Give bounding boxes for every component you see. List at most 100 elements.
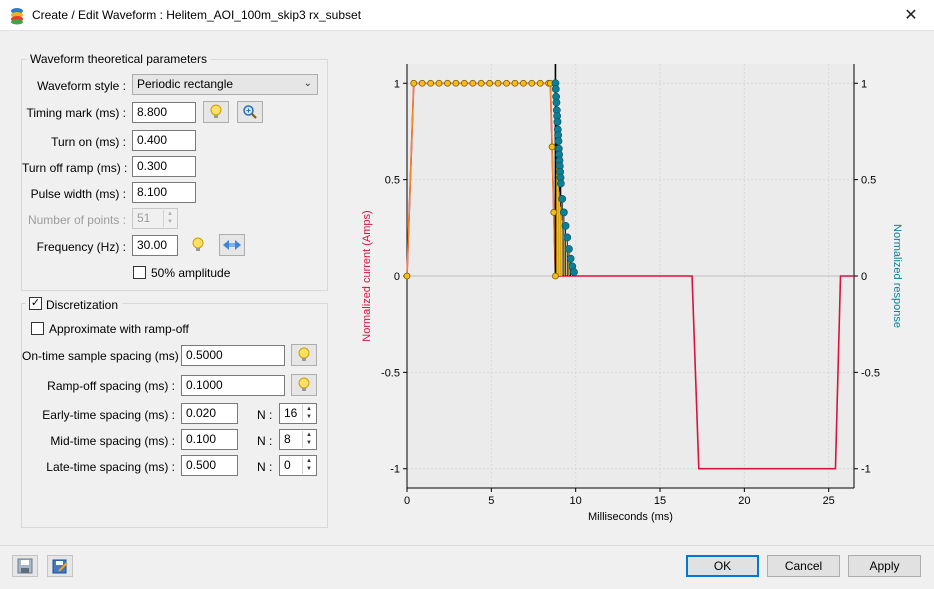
mid-n-input[interactable]: 8 ▲ ▼ (279, 429, 317, 450)
save-edit-icon (52, 559, 68, 574)
response-sample-point (551, 85, 560, 93)
approx-rampoff-checkbox[interactable] (31, 322, 44, 335)
late-time-label: Late-time spacing (ms) : (46, 460, 175, 474)
x-tick-label: 20 (738, 495, 750, 507)
half-amplitude-checkbox[interactable] (133, 266, 146, 279)
on-time-sample-point (403, 272, 411, 280)
pulse-width-input[interactable]: 8.100 (132, 182, 196, 203)
response-sample-point (570, 268, 578, 277)
save-edit-button[interactable] (47, 555, 73, 577)
on-time-sample-point (503, 79, 510, 87)
on-time-sample-point (486, 79, 494, 87)
on-time-sample-point (427, 79, 435, 87)
y-tick-label-right: 1 (861, 78, 867, 90)
turn-on-label: Turn on (ms) : (51, 135, 126, 149)
on-time-sample-point (494, 79, 502, 87)
zoom-icon (243, 105, 257, 119)
timing-suggest-button[interactable] (203, 101, 229, 123)
early-time-label: Early-time spacing (ms) : (42, 408, 175, 422)
response-sample-point (565, 245, 573, 253)
app-icon (11, 8, 23, 25)
mid-time-input[interactable]: 0.100 (181, 429, 238, 450)
on-time-sample-point (548, 143, 556, 151)
num-points-input: 51 ▲ ▼ (132, 208, 178, 229)
y-tick-label-right: 0.5 (861, 175, 876, 187)
on-time-sample-point (552, 272, 559, 280)
pulse-width-label: Pulse width (ms) : (30, 187, 126, 201)
ramp-off-suggest-button[interactable] (291, 374, 317, 396)
y-tick-label-left: 0.5 (385, 175, 400, 187)
response-sample-point (566, 254, 575, 263)
close-button[interactable]: ✕ (904, 7, 918, 24)
window-title: Create / Edit Waveform : Helitem_AOI_100… (32, 8, 362, 22)
waveform-chart: 0 5 10 15 20 25 1 1 0.5 0.5 0 0 -0.5 -0.5 -1 -1 Millisec… (361, 64, 903, 523)
cancel-button[interactable]: Cancel (767, 555, 840, 577)
on-time-sample-point (550, 208, 558, 216)
turn-on-input[interactable]: 0.400 (132, 130, 196, 151)
y-axis-label-left: Normalized current (Amps) (361, 210, 373, 341)
on-time-label: On-time sample spacing (ms) : (22, 349, 186, 363)
timing-mark-label: Timing mark (ms) : (26, 106, 126, 120)
x-tick-label: 25 (823, 495, 835, 507)
ok-button[interactable]: OK (686, 555, 759, 577)
timing-zoom-button[interactable] (237, 101, 263, 123)
waveform-style-value: Periodic rectangle (137, 77, 234, 91)
on-time-sample-point (410, 79, 418, 87)
response-sample-point (558, 195, 567, 203)
waveform-params-title: Waveform theoretical parameters (27, 52, 210, 66)
x-tick-label: 0 (404, 495, 410, 507)
waveform-style-select[interactable]: Periodic rectangle ⌄ (132, 74, 318, 95)
frequency-input[interactable]: 30.00 (132, 235, 178, 256)
late-n-input[interactable]: 0 ▲ ▼ (279, 455, 317, 476)
x-tick-label: 15 (654, 495, 666, 507)
response-sample-point (561, 221, 570, 230)
late-n-spinner[interactable]: ▲ ▼ (302, 457, 315, 474)
on-time-sample-point (528, 79, 536, 87)
chevron-down-icon: ⌄ (303, 78, 312, 89)
y-tick-label-left: 0 (394, 271, 400, 283)
discretization-group (21, 303, 328, 528)
y-tick-label-right: -1 (861, 464, 871, 476)
save-disk-button[interactable] (12, 555, 38, 577)
apply-button[interactable]: Apply (848, 555, 921, 577)
on-time-sample-point (452, 79, 460, 87)
swap-arrows-icon (223, 240, 241, 250)
late-n-label: N : (257, 460, 273, 474)
turn-off-ramp-input[interactable]: 0.300 (132, 156, 196, 177)
x-axis-label: Milliseconds (ms) (588, 511, 673, 523)
on-time-suggest-button[interactable] (291, 344, 317, 366)
on-time-sample-point (536, 79, 544, 87)
timing-mark-input[interactable]: 8.800 (132, 102, 196, 123)
on-time-sample-point (418, 79, 426, 87)
y-tick-label-left: -0.5 (381, 367, 400, 379)
mid-n-spinner[interactable]: ▲ ▼ (302, 431, 315, 448)
mid-time-label: Mid-time spacing (ms) : (50, 434, 175, 448)
early-n-spinner[interactable]: ▲ ▼ (302, 405, 315, 422)
response-sample-point (554, 137, 563, 145)
response-sample-point (556, 179, 565, 188)
y-tick-label-right: -0.5 (861, 367, 880, 379)
ramp-off-label: Ramp-off spacing (ms) : (47, 379, 175, 393)
on-time-sample-point (511, 79, 519, 87)
mid-n-label: N : (257, 434, 273, 448)
y-axis-label-right: Normalized response (891, 224, 903, 328)
frequency-label: Frequency (Hz) : (36, 240, 126, 254)
num-points-value: 51 (137, 211, 151, 225)
on-time-input[interactable]: 0.5000 (181, 345, 285, 366)
ramp-off-input[interactable]: 0.1000 (181, 375, 285, 396)
on-time-sample-point (469, 79, 477, 87)
y-tick-label-left: -1 (390, 464, 400, 476)
on-time-sample-point (460, 79, 468, 87)
late-n-value: 0 (284, 458, 291, 472)
frequency-swap-button[interactable] (219, 234, 245, 256)
early-n-input[interactable]: 16 ▲ ▼ (279, 403, 317, 424)
response-sample-point (552, 98, 561, 107)
response-sample-point (553, 117, 562, 126)
on-time-sample-point (519, 79, 527, 87)
discretization-title-wrap (26, 297, 122, 312)
discretization-checkbox[interactable]: ✓ (29, 297, 42, 310)
title-bar: Create / Edit Waveform : Helitem_AOI_100… (0, 0, 934, 31)
frequency-suggest-button[interactable] (185, 234, 211, 256)
early-time-input[interactable]: 0.020 (181, 403, 238, 424)
late-time-input[interactable]: 0.500 (181, 455, 238, 476)
